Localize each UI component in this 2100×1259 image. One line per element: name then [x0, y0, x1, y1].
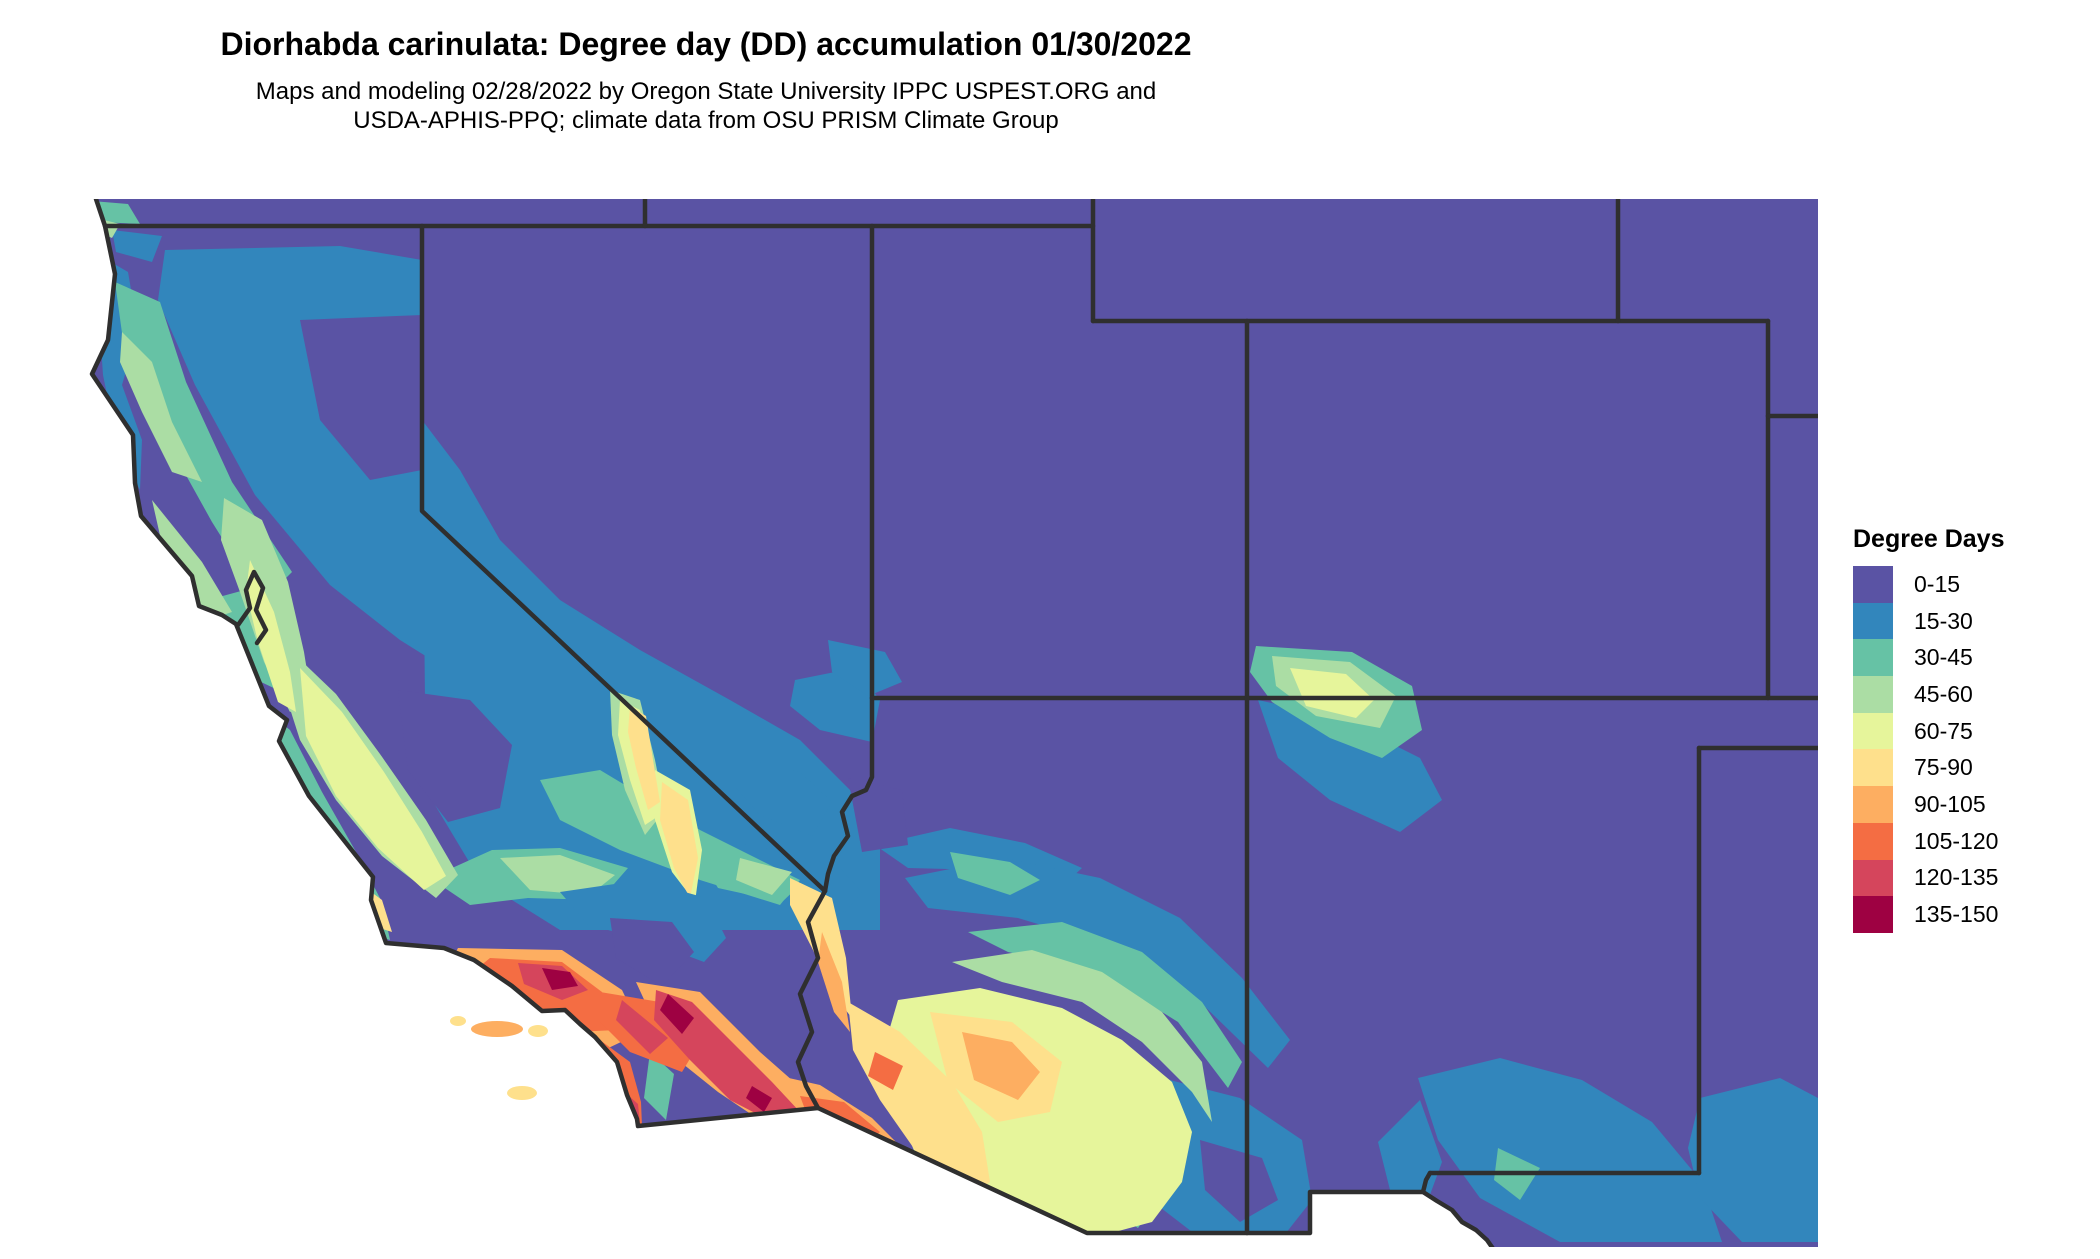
map-region-fourcorners-ygreen	[1290, 668, 1374, 718]
map-subtitle-line2: USDA-APHIS-PPQ; climate data from OSU PR…	[353, 107, 1059, 134]
legend-label: 0-15	[1914, 570, 1961, 597]
map-region-az-fringe-teal	[968, 922, 1242, 1088]
legend-rows: 0-15 15-30 30-45 45-60 60-75 75-90 90-105 105-1…	[1853, 566, 2093, 933]
legend-label: 60-75	[1914, 717, 1973, 744]
legend-swatch	[1853, 749, 1893, 787]
legend-label: 105-120	[1914, 827, 1999, 854]
map-island-sanmiguel-island	[450, 1016, 466, 1026]
legend-swatch	[1853, 822, 1893, 860]
map-island-catalina-island	[507, 1086, 537, 1100]
map-region-imperial-crimson	[654, 990, 800, 1126]
legend-row: 120-135	[1853, 859, 2093, 897]
map-region-highsierra-purple	[398, 690, 512, 822]
map-region-sd-back-teal	[644, 1052, 674, 1120]
legend-label: 120-135	[1914, 864, 1999, 891]
legend-row: 15-30	[1853, 602, 2093, 640]
legend-title: Degree Days	[1853, 525, 2005, 553]
map-region-phoenix-orange	[962, 1032, 1040, 1100]
legend-label: 135-150	[1914, 901, 1999, 928]
map-region-sangabriel-purple	[610, 918, 694, 986]
map-region-imperial-maroon	[746, 1086, 772, 1112]
border-california-arizona-river	[795, 888, 828, 1111]
legend-swatch	[1853, 639, 1893, 677]
legend-label: 45-60	[1914, 680, 1973, 707]
legend-row: 60-75	[1853, 712, 2093, 750]
map-subtitle-line1: Maps and modeling 02/28/2022 by Oregon S…	[255, 78, 1157, 105]
map-region-river-orange	[818, 932, 850, 1032]
map-region-riogrande-e-blue	[1688, 1078, 1818, 1242]
legend-row: 0-15	[1853, 566, 2093, 603]
map-title: Diorhabda carinulata: Degree day (DD) ac…	[220, 26, 1192, 62]
map-region-coast-green1	[120, 332, 202, 482]
map-region-deathvalley-yellow	[660, 782, 698, 898]
map-region-nm-pocket-purple	[1200, 1140, 1278, 1222]
map-region-oregon-blue	[112, 230, 162, 262]
border-elpaso-jog	[1420, 1170, 1433, 1195]
legend-row: 30-45	[1853, 639, 2093, 677]
map-region-riogrande-w-blue	[1418, 1058, 1722, 1242]
map-region-powell-teal	[950, 852, 1040, 895]
map-region-la-maroon	[542, 968, 578, 990]
legend-label: 30-45	[1914, 644, 1973, 671]
map-region-mojave-purple	[848, 778, 908, 852]
legend-swatch	[1853, 712, 1893, 750]
legend-label: 15-30	[1914, 607, 1973, 634]
coast-and-mexico-border	[89, 199, 1495, 1247]
map-region-sjvalley-ygreen	[300, 668, 446, 890]
legend-row: 45-60	[1853, 676, 2093, 713]
legend-label: 75-90	[1914, 754, 1973, 781]
map-region-azband-green	[952, 950, 1212, 1122]
map-region-vegas-blue	[736, 758, 832, 836]
legend-label: 90-105	[1914, 790, 1986, 817]
map-island-santacruz-island	[471, 1021, 523, 1037]
map-region-swutah-blue	[828, 640, 902, 696]
legend-swatch	[1853, 676, 1893, 713]
legend-swatch	[1853, 566, 1893, 603]
map-region-yumawest-yellow	[848, 1002, 990, 1200]
map-region-ie-crimson	[616, 1000, 668, 1054]
border-nevada-utah-arizona	[822, 223, 875, 894]
map-region-coast-green2	[152, 500, 232, 622]
legend-swatch	[1853, 859, 1893, 897]
legend-row: 90-105	[1853, 786, 2093, 823]
legend-row: 135-150	[1853, 896, 2093, 933]
border-california-nevada	[419, 223, 828, 894]
legend-row: 75-90	[1853, 749, 2093, 787]
map-region-stgeorge-green	[736, 858, 792, 895]
map-region-la-redorange	[468, 958, 618, 1032]
map-region-mojave-green	[500, 855, 615, 895]
map-island-anacapa-island	[528, 1025, 548, 1037]
legend-row: 105-120	[1853, 822, 2093, 860]
map-region-mogollon-blue	[905, 858, 1290, 1068]
map-region-owens-yellow	[628, 706, 660, 810]
map-region-palmsprings-maroon	[660, 994, 694, 1034]
map-region-sanjuan-blue	[1258, 700, 1442, 832]
border-sf-bay	[235, 569, 269, 646]
chart-header: Diorhabda carinulata: Degree day (DD) ac…	[0, 0, 1412, 135]
legend-swatch	[1853, 786, 1893, 823]
legend-swatch	[1853, 896, 1893, 933]
legend: Degree Days 0-15 15-30 30-45 45-60 60-75 75-9…	[1853, 525, 2093, 933]
map-region-river-redorange	[868, 1052, 903, 1090]
legend-swatch	[1853, 602, 1893, 640]
map-region-modoc-purple	[300, 315, 422, 480]
map-mask-ocean-and-mexico	[60, 199, 1492, 1247]
